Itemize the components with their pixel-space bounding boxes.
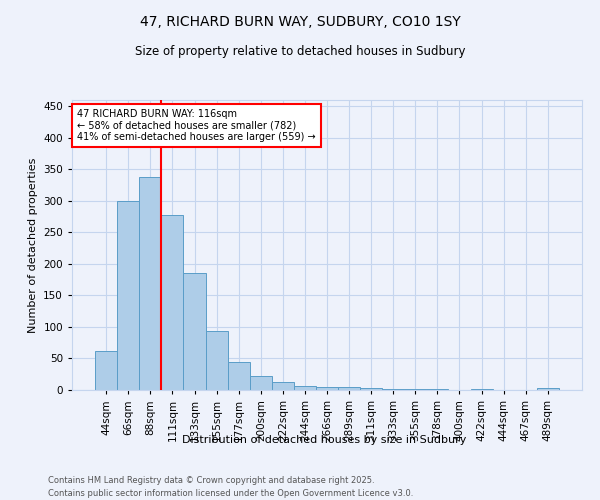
Bar	[184, 274, 206, 390]
Bar	[95, 351, 117, 390]
Bar	[382, 388, 404, 390]
Bar	[294, 386, 316, 390]
Bar	[206, 332, 227, 390]
Bar	[360, 388, 382, 390]
Bar	[316, 387, 338, 390]
Bar	[272, 382, 294, 390]
Text: Contains HM Land Registry data © Crown copyright and database right 2025.: Contains HM Land Registry data © Crown c…	[48, 476, 374, 485]
Bar	[161, 214, 184, 390]
Bar	[139, 177, 161, 390]
Bar	[117, 201, 139, 390]
Text: 47, RICHARD BURN WAY, SUDBURY, CO10 1SY: 47, RICHARD BURN WAY, SUDBURY, CO10 1SY	[140, 15, 460, 29]
Text: 47 RICHARD BURN WAY: 116sqm
← 58% of detached houses are smaller (782)
41% of se: 47 RICHARD BURN WAY: 116sqm ← 58% of det…	[77, 108, 316, 142]
Bar	[250, 376, 272, 390]
Text: Distribution of detached houses by size in Sudbury: Distribution of detached houses by size …	[182, 435, 466, 445]
Bar	[338, 388, 360, 390]
Text: Contains public sector information licensed under the Open Government Licence v3: Contains public sector information licen…	[48, 488, 413, 498]
Text: Size of property relative to detached houses in Sudbury: Size of property relative to detached ho…	[135, 45, 465, 58]
Y-axis label: Number of detached properties: Number of detached properties	[28, 158, 38, 332]
Bar	[227, 362, 250, 390]
Bar	[537, 388, 559, 390]
Bar	[404, 388, 427, 390]
